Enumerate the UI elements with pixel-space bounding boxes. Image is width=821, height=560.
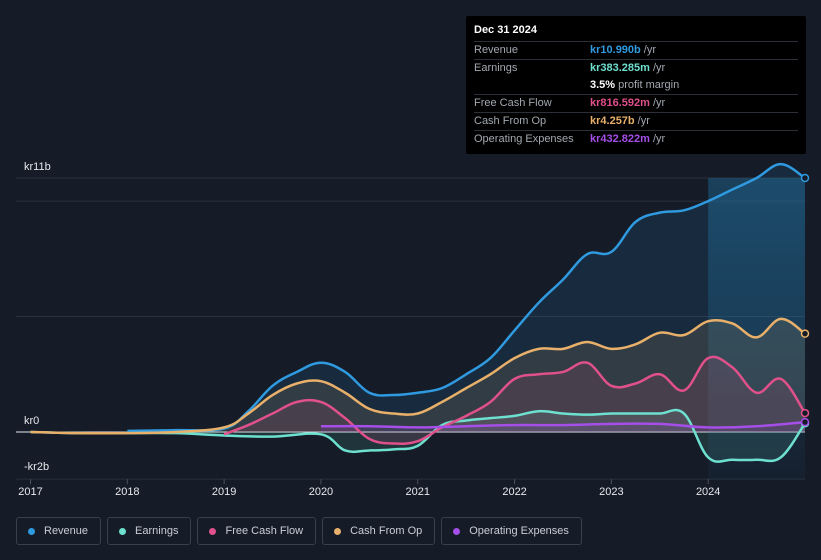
- tooltip-row-value: kr432.822m: [590, 133, 650, 145]
- tooltip-date: Dec 31 2024: [474, 24, 537, 36]
- area-free-cash-flow: [224, 356, 805, 444]
- past-year-highlight: [708, 178, 805, 480]
- legend-item-operating-expenses[interactable]: Operating Expenses: [441, 517, 582, 545]
- x-tick-label: 2018: [115, 486, 139, 498]
- tooltip-row-unit: /yr: [652, 133, 666, 145]
- tooltip-panel: Dec 31 2024 Revenue kr10.990b/yr Earnings k…: [466, 16, 806, 154]
- tooltip-row-value: kr383.285m: [590, 62, 650, 74]
- area-cash-from-op: [30, 318, 805, 434]
- line-free-cash-flow: [223, 355, 807, 446]
- legend-dot-icon: [119, 527, 127, 535]
- y-tick-label: kr0: [24, 415, 39, 427]
- legend-item-cash-from-op[interactable]: Cash From Op: [322, 517, 436, 545]
- x-tick-label: 2023: [599, 486, 623, 498]
- legend-label: Free Cash Flow: [225, 525, 304, 537]
- tooltip-row: Free Cash Flow kr816.592m/yr: [474, 94, 798, 112]
- tooltip-row-unit: /yr: [652, 97, 666, 109]
- area-revenue: [127, 164, 805, 433]
- tooltip-row-label: Revenue: [474, 44, 519, 56]
- x-tick-label: 2020: [309, 486, 333, 498]
- line-operating-expenses: [320, 420, 806, 429]
- tooltip-row-unit: /yr: [652, 62, 666, 74]
- x-tick-label: 2021: [406, 486, 430, 498]
- legend-item-revenue[interactable]: Revenue: [16, 517, 102, 545]
- series-end-markers: [800, 173, 810, 428]
- tooltip-row-label: Earnings: [474, 62, 518, 74]
- x-tick-label: 2019: [212, 486, 236, 498]
- x-tick-label: 2017: [18, 486, 42, 498]
- legend-label: Earnings: [135, 525, 179, 537]
- tooltip-row: 3.5% profit margin: [474, 77, 798, 94]
- line-revenue: [127, 162, 806, 433]
- series-lines: [30, 162, 807, 463]
- line-cash-from-op: [30, 317, 806, 435]
- legend-label: Operating Expenses: [469, 525, 569, 537]
- tooltip-row-label: Operating Expenses: [474, 133, 574, 145]
- y-tick-label: kr11b: [24, 161, 51, 173]
- legend-dot-icon: [28, 527, 35, 535]
- tooltip-row: Cash From Op kr4.257b/yr: [474, 112, 798, 130]
- legend-dot-icon: [209, 527, 217, 535]
- tooltip-row-unit: /yr: [643, 44, 656, 56]
- tooltip-row-label: Free Cash Flow: [474, 97, 552, 109]
- end-marker-free-cash-flow: [800, 408, 810, 418]
- x-axis-labels: 2017 2018 2019 2020 2021 2022 2023 2024: [18, 479, 720, 498]
- legend-item-free-cash-flow[interactable]: Free Cash Flow: [197, 517, 317, 545]
- end-marker-cash-from-op: [800, 329, 810, 338]
- tooltip-row-label: [474, 77, 590, 94]
- legend-dot-icon: [334, 527, 342, 535]
- tooltip-row-label: Cash From Op: [474, 115, 547, 127]
- tooltip-row-value: 3.5%: [590, 79, 616, 91]
- x-tick-label: 2022: [502, 486, 526, 498]
- legend: Revenue Earnings Free Cash Flow Cash From O…: [16, 517, 582, 545]
- legend-item-earnings[interactable]: Earnings: [107, 517, 192, 545]
- legend-label: Revenue: [44, 525, 89, 537]
- area-operating-expenses: [320, 422, 805, 432]
- line-earnings: [30, 408, 807, 463]
- tooltip-row-value: kr816.592m: [590, 97, 650, 109]
- x-tick-label: 2024: [696, 486, 720, 498]
- tooltip-row-unit: profit margin: [618, 79, 680, 91]
- tooltip-row-unit: /yr: [637, 115, 650, 127]
- tooltip-row: Earnings kr383.285m/yr: [474, 59, 798, 77]
- tooltip-row: Operating Expenses kr432.822m/yr: [474, 130, 798, 148]
- legend-dot-icon: [453, 527, 461, 535]
- tooltip-row-value: kr10.990b: [590, 44, 641, 56]
- legend-label: Cash From Op: [350, 525, 423, 537]
- end-marker-operating-expenses: [800, 417, 810, 427]
- y-tick-label: -kr2b: [24, 461, 49, 473]
- y-axis-labels: kr11b kr0 -kr2b: [24, 161, 51, 473]
- end-marker-revenue: [800, 173, 810, 183]
- tooltip-row-value: kr4.257b: [590, 115, 635, 127]
- tooltip-row: Revenue kr10.990b/yr: [474, 41, 798, 59]
